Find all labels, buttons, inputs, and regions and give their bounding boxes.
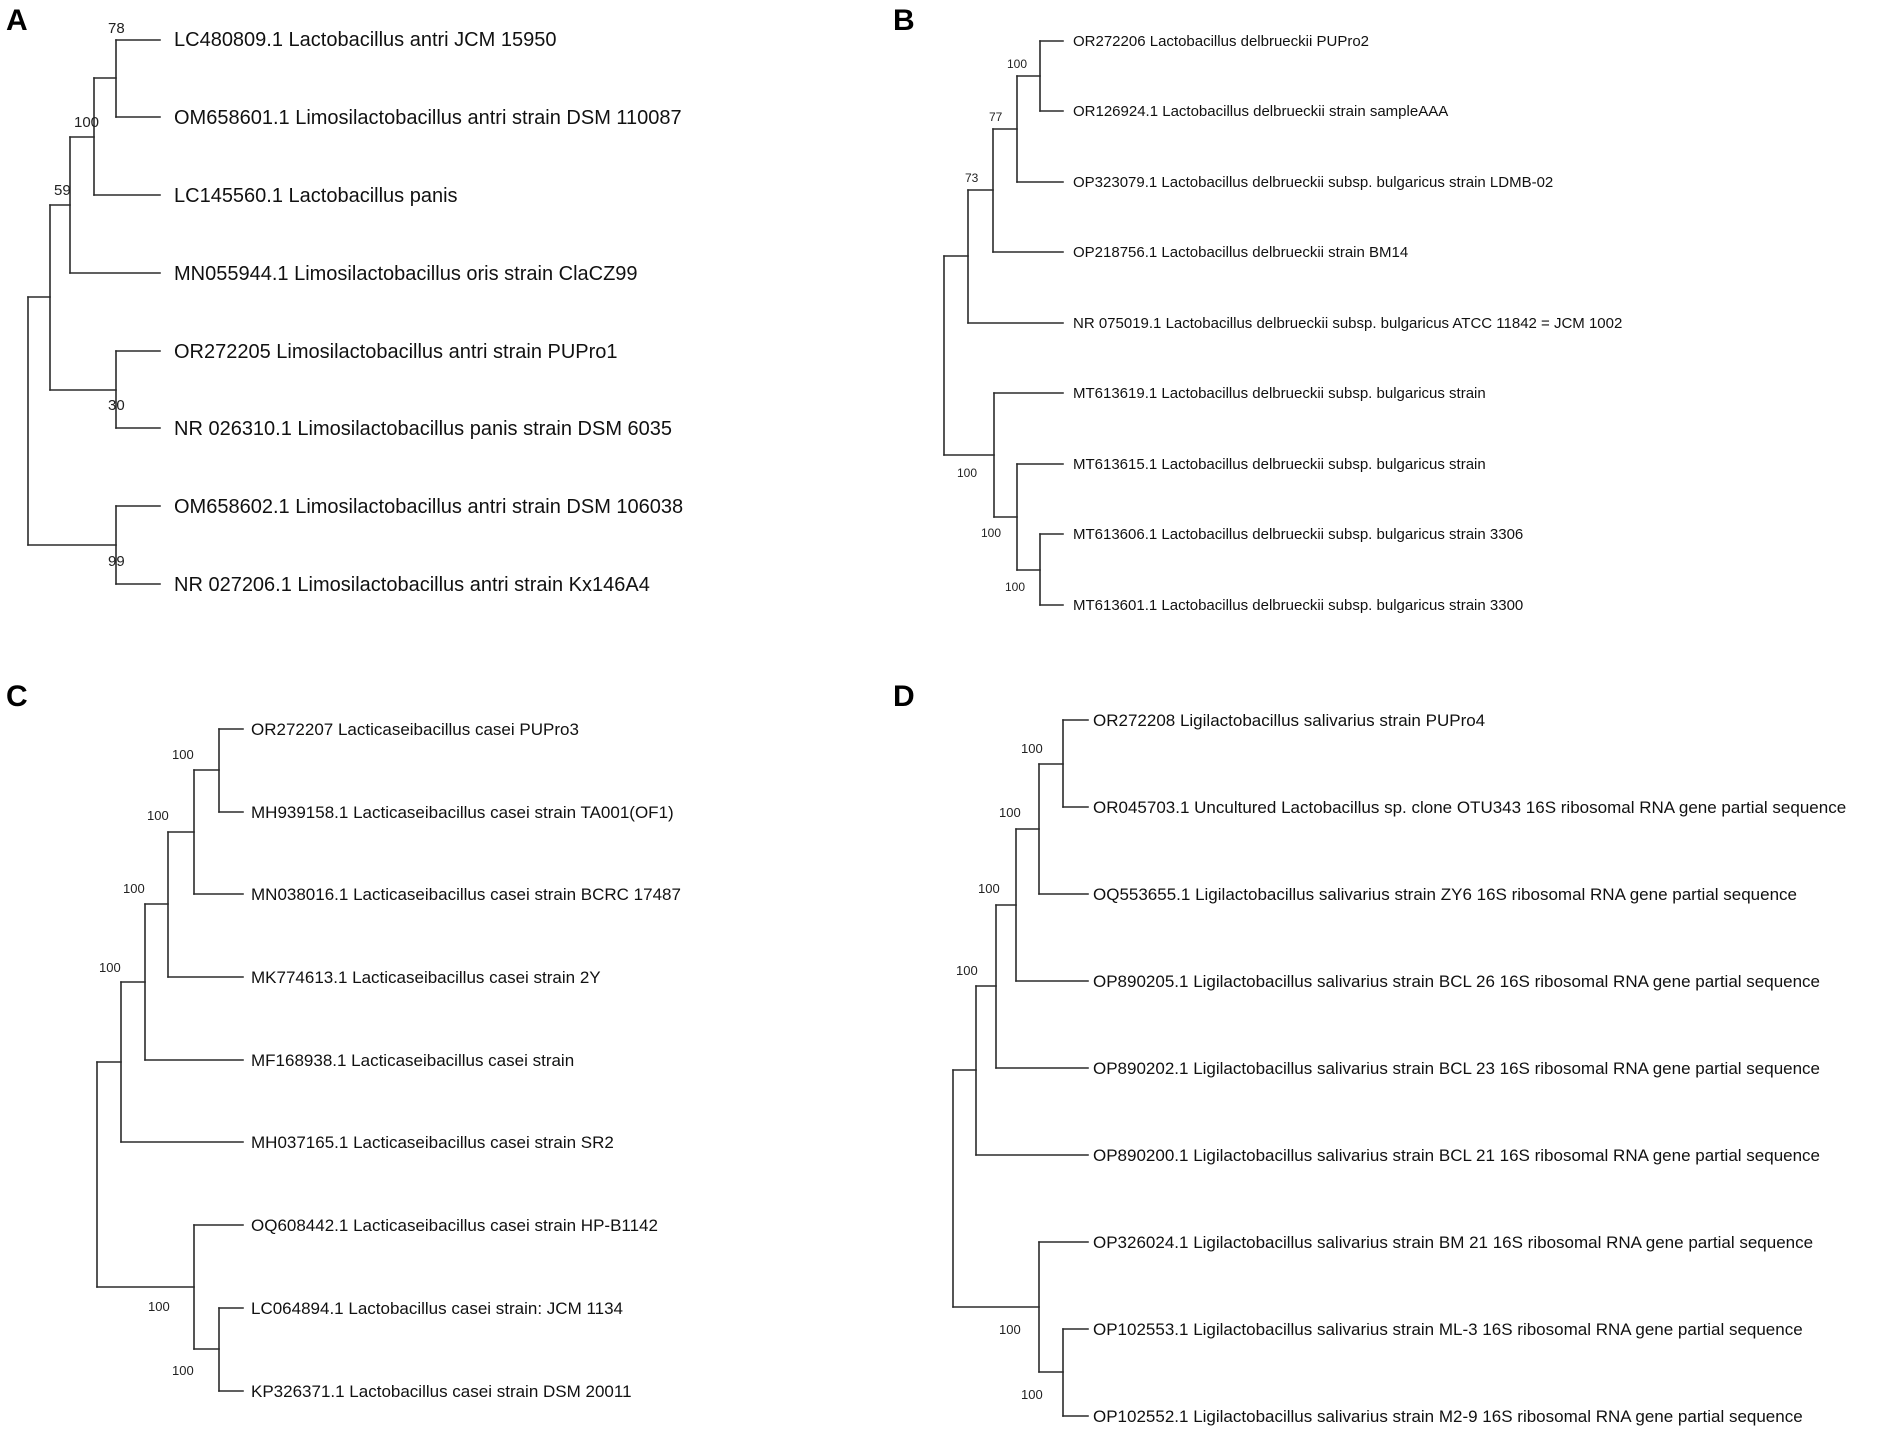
panel-b: B bbox=[893, 4, 1622, 614]
panel-c: C bbox=[6, 680, 681, 1401]
panel-d-leaf-7: OP326024.1 Ligilactobacillus salivarius … bbox=[1093, 1233, 1813, 1252]
panel-d-leaf-4: OP890205.1 Ligilactobacillus salivarius … bbox=[1093, 972, 1820, 991]
panel-b-bootstrap-4: 100 bbox=[957, 466, 977, 480]
panel-b-bootstrap-1: 100 bbox=[1007, 57, 1027, 71]
panel-c-bootstrap-6: 100 bbox=[172, 1363, 194, 1378]
panel-c-leaf-2: MH939158.1 Lacticaseibacillus casei stra… bbox=[251, 803, 674, 822]
panel-b-leaf-6: MT613619.1 Lactobacillus delbrueckii sub… bbox=[1073, 385, 1486, 402]
panel-d-leaf-6: OP890200.1 Ligilactobacillus salivarius … bbox=[1093, 1146, 1820, 1165]
panel-c-bootstrap-2: 100 bbox=[147, 808, 169, 823]
panel-d-bootstrap-6: 100 bbox=[1021, 1387, 1043, 1402]
panel-a-leaf-8: NR 027206.1 Limosilactobacillus antri st… bbox=[174, 574, 650, 596]
panel-a-leaf-2: OM658601.1 Limosilactobacillus antri str… bbox=[174, 107, 682, 129]
panel-d-bootstrap-1: 100 bbox=[1021, 741, 1043, 756]
panel-d-bootstrap-3: 100 bbox=[978, 881, 1000, 896]
panel-c-bootstrap-1: 100 bbox=[172, 747, 194, 762]
panel-a-bootstrap-1: 78 bbox=[108, 20, 125, 37]
panel-a-leaf-4: MN055944.1 Limosilactobacillus oris stra… bbox=[174, 263, 638, 285]
panel-d-bootstrap-2: 100 bbox=[999, 805, 1021, 820]
panel-b-leaf-2: OR126924.1 Lactobacillus delbrueckii str… bbox=[1073, 103, 1448, 120]
panel-b-leaf-5: NR 075019.1 Lactobacillus delbrueckii su… bbox=[1073, 315, 1622, 332]
panel-a-leaf-5: OR272205 Limosilactobacillus antri strai… bbox=[174, 341, 618, 363]
panel-a-bootstrap-5: 99 bbox=[108, 553, 125, 570]
panel-b-branches bbox=[943, 40, 1064, 606]
panel-b-leaf-labels: OR272206 Lactobacillus delbrueckii PUPro… bbox=[1073, 33, 1622, 614]
panel-a: A bbox=[6, 4, 683, 596]
panel-d-leaf-5: OP890202.1 Ligilactobacillus salivarius … bbox=[1093, 1059, 1820, 1078]
panel-c-leaf-1: OR272207 Lacticaseibacillus casei PUPro3 bbox=[251, 720, 579, 739]
panel-c-leaf-3: MN038016.1 Lacticaseibacillus casei stra… bbox=[251, 885, 681, 904]
panel-b-bootstrap-2: 77 bbox=[989, 110, 1003, 124]
panel-d-leaf-8: OP102553.1 Ligilactobacillus salivarius … bbox=[1093, 1320, 1803, 1339]
panel-b-leaf-1: OR272206 Lactobacillus delbrueckii PUPro… bbox=[1073, 33, 1369, 50]
panel-a-branches bbox=[27, 39, 161, 585]
panel-a-leaf-6: NR 026310.1 Limosilactobacillus panis st… bbox=[174, 418, 672, 440]
panel-d-branches bbox=[952, 719, 1089, 1417]
panel-d-leaf-2: OR045703.1 Uncultured Lactobacillus sp. … bbox=[1093, 798, 1846, 817]
panel-d: D bbox=[893, 680, 1846, 1426]
panel-c-leaf-8: LC064894.1 Lactobacillus casei strain: J… bbox=[251, 1299, 623, 1318]
panel-a-bootstrap-3: 59 bbox=[54, 182, 71, 199]
panel-c-leaf-9: KP326371.1 Lactobacillus casei strain DS… bbox=[251, 1382, 632, 1401]
panel-c-branches bbox=[96, 728, 244, 1392]
panel-d-leaf-3: OQ553655.1 Ligilactobacillus salivarius … bbox=[1093, 885, 1797, 904]
panel-d-leaf-labels: OR272208 Ligilactobacillus salivarius st… bbox=[1093, 711, 1846, 1426]
panel-a-leaf-labels: LC480809.1 Lactobacillus antri JCM 15950… bbox=[174, 29, 683, 596]
panel-d-leaf-9: OP102552.1 Ligilactobacillus salivarius … bbox=[1093, 1407, 1803, 1426]
panel-c-bootstrap-5: 100 bbox=[148, 1299, 170, 1314]
panel-c-leaf-7: OQ608442.1 Lacticaseibacillus casei stra… bbox=[251, 1216, 658, 1235]
panel-c-leaf-labels: OR272207 Lacticaseibacillus casei PUPro3… bbox=[251, 720, 681, 1401]
panel-a-bootstraps: 78 100 59 30 99 bbox=[54, 20, 125, 570]
panel-d-bootstrap-4: 100 bbox=[956, 963, 978, 978]
panel-b-letter: B bbox=[893, 4, 915, 37]
panel-a-bootstrap-2: 100 bbox=[74, 114, 99, 131]
panel-a-bootstrap-4: 30 bbox=[108, 397, 125, 414]
panel-c-bootstrap-4: 100 bbox=[99, 960, 121, 975]
panel-d-leaf-1: OR272208 Ligilactobacillus salivarius st… bbox=[1093, 711, 1485, 730]
panel-b-bootstraps: 100 77 73 100 100 100 bbox=[957, 57, 1027, 594]
panel-b-leaf-4: OP218756.1 Lactobacillus delbrueckii str… bbox=[1073, 244, 1408, 261]
panel-a-leaf-1: LC480809.1 Lactobacillus antri JCM 15950 bbox=[174, 29, 556, 51]
panel-c-bootstrap-3: 100 bbox=[123, 881, 145, 896]
panel-c-bootstraps: 100 100 100 100 100 100 bbox=[99, 747, 194, 1378]
panel-b-leaf-7: MT613615.1 Lactobacillus delbrueckii sub… bbox=[1073, 456, 1486, 473]
panel-b-leaf-9: MT613601.1 Lactobacillus delbrueckii sub… bbox=[1073, 597, 1523, 614]
panel-b-bootstrap-3: 73 bbox=[965, 171, 979, 185]
panel-d-bootstrap-5: 100 bbox=[999, 1322, 1021, 1337]
panel-d-bootstraps: 100 100 100 100 100 100 bbox=[956, 741, 1043, 1402]
panel-a-leaf-7: OM658602.1 Limosilactobacillus antri str… bbox=[174, 496, 683, 518]
panel-a-letter: A bbox=[6, 4, 28, 37]
panel-d-letter: D bbox=[893, 680, 915, 713]
panel-c-leaf-6: MH037165.1 Lacticaseibacillus casei stra… bbox=[251, 1133, 614, 1152]
panel-b-bootstrap-5: 100 bbox=[981, 526, 1001, 540]
panel-b-leaf-3: OP323079.1 Lactobacillus delbrueckii sub… bbox=[1073, 174, 1553, 191]
panel-c-leaf-5: MF168938.1 Lacticaseibacillus casei stra… bbox=[251, 1051, 574, 1070]
panel-c-letter: C bbox=[6, 680, 28, 713]
panel-b-bootstrap-6: 100 bbox=[1005, 580, 1025, 594]
panel-a-leaf-3: LC145560.1 Lactobacillus panis bbox=[174, 185, 458, 207]
panel-b-leaf-8: MT613606.1 Lactobacillus delbrueckii sub… bbox=[1073, 526, 1523, 543]
panel-c-leaf-4: MK774613.1 Lacticaseibacillus casei stra… bbox=[251, 968, 601, 987]
